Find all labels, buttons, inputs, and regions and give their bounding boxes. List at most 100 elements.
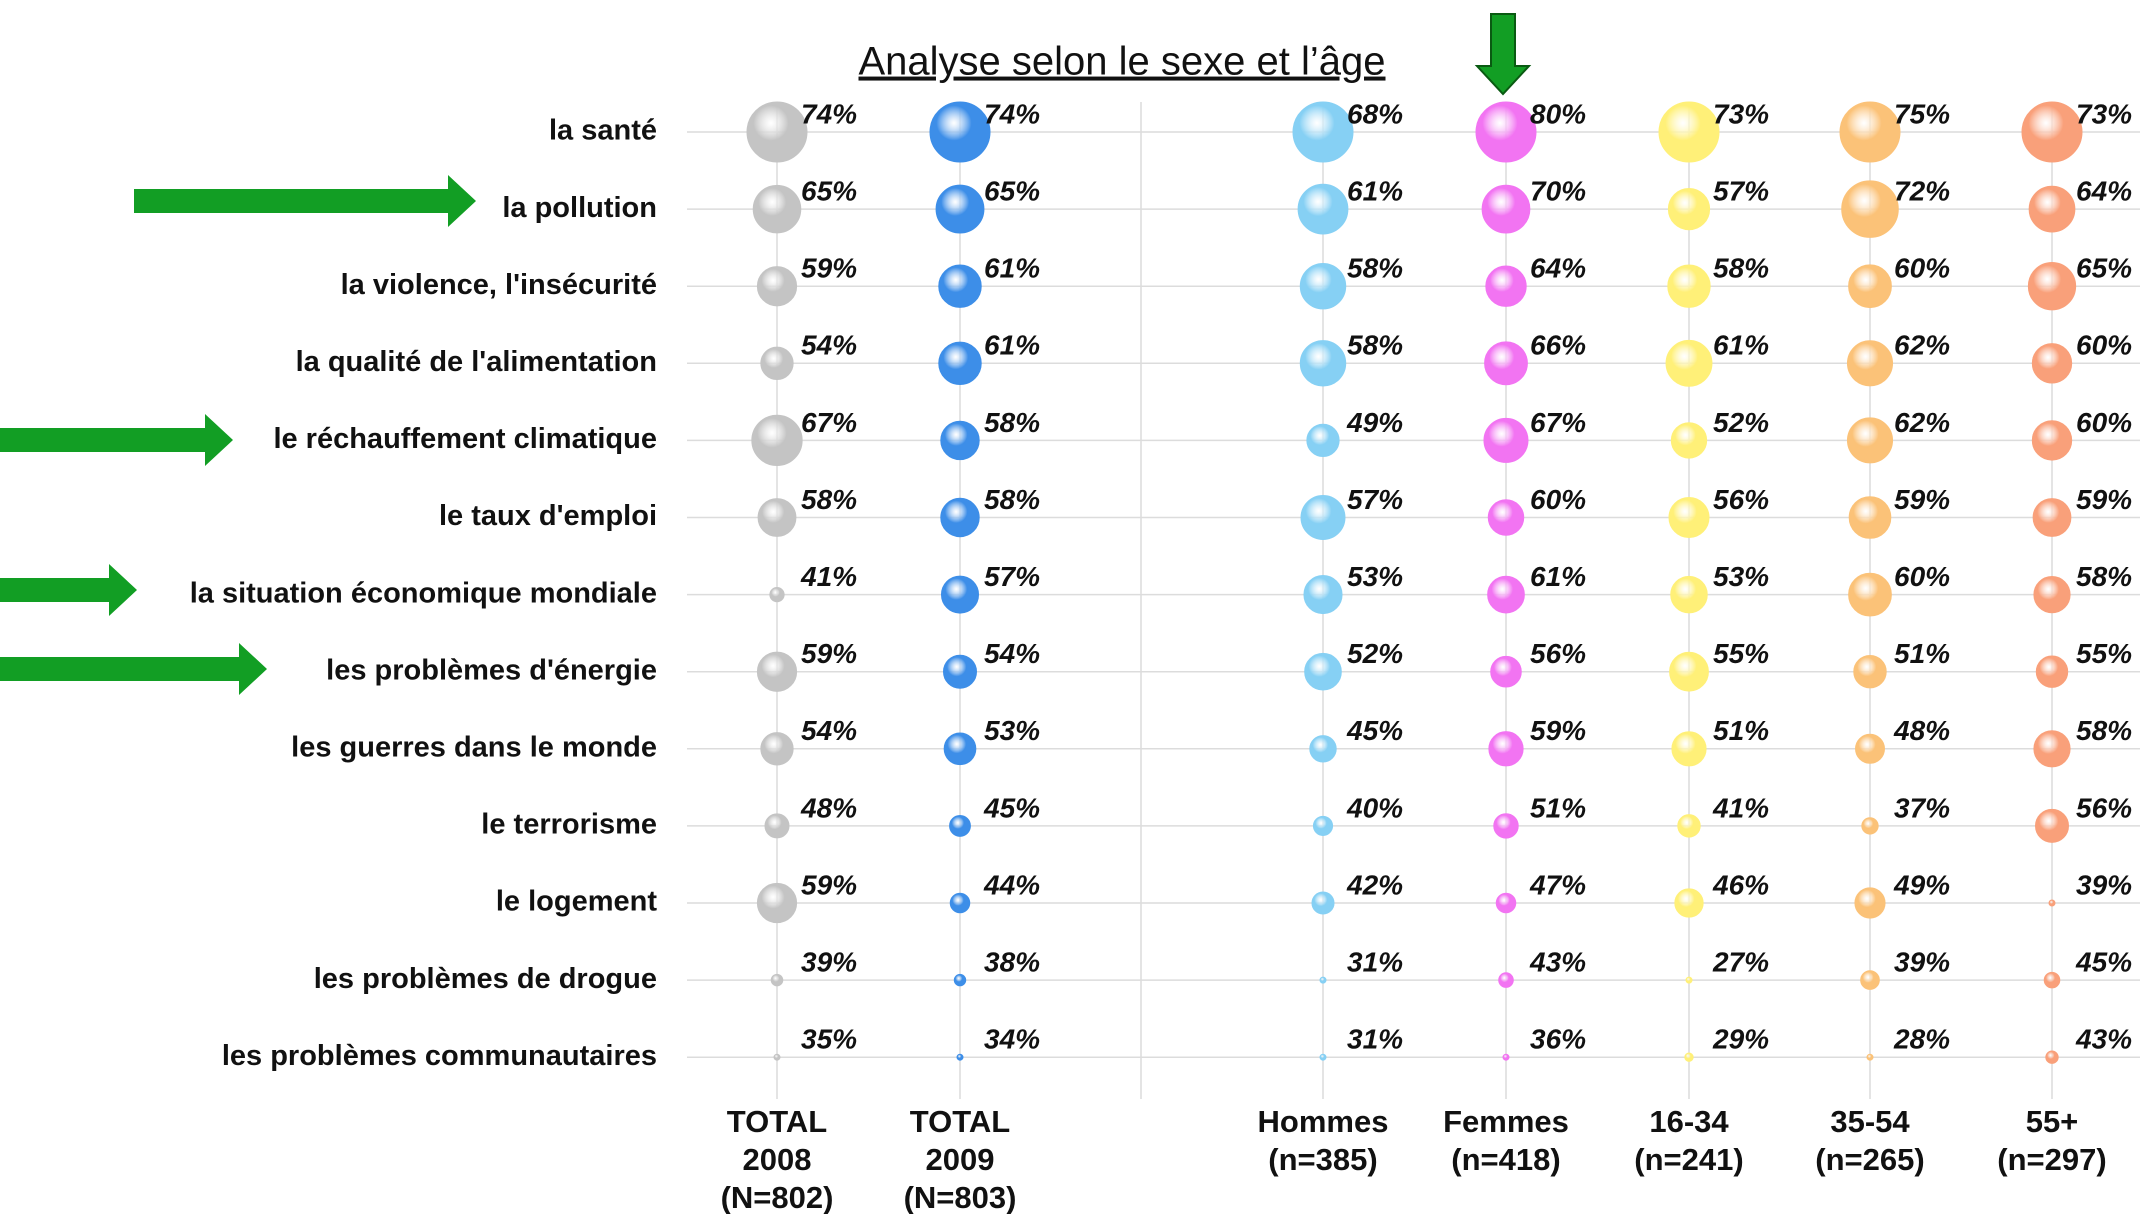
column-label: Hommes (n=385) <box>1257 1104 1389 1177</box>
data-label: 65% <box>2076 253 2132 284</box>
data-label: 39% <box>2076 869 2132 900</box>
data-label: 70% <box>1530 175 1586 206</box>
data-label: 73% <box>1713 98 1769 129</box>
bubble <box>760 346 794 380</box>
data-label: 62% <box>1894 330 1950 361</box>
bubble <box>1670 422 1708 459</box>
data-label: 52% <box>1713 407 1769 438</box>
data-label: 75% <box>1894 98 1950 129</box>
column-label: TOTAL 2009 (N=803) <box>903 1104 1017 1214</box>
bubble <box>1485 265 1527 307</box>
annotations <box>0 13 1532 695</box>
bubble <box>751 414 803 467</box>
data-label: 58% <box>1713 253 1769 284</box>
data-label: 43% <box>1529 946 1586 977</box>
data-label: 74% <box>984 98 1040 129</box>
bubble <box>1846 417 1894 464</box>
bubble <box>1495 892 1517 914</box>
bubble <box>1668 496 1710 539</box>
bubble <box>953 973 967 987</box>
row-label: les guerres dans le monde <box>291 731 657 763</box>
bubble <box>1498 972 1514 988</box>
arrow <box>1474 13 1532 96</box>
bubble <box>929 101 991 163</box>
data-label: 58% <box>1347 253 1403 284</box>
bubble <box>1848 496 1892 539</box>
data-label: 53% <box>1713 561 1769 592</box>
data-label: 59% <box>801 253 857 284</box>
bubble <box>752 184 802 234</box>
column-label: 55+ (n=297) <box>1997 1104 2107 1177</box>
data-label: 45% <box>2075 946 2132 977</box>
data-label: 57% <box>1347 484 1403 515</box>
arrow <box>134 175 476 227</box>
bubble <box>1848 264 1892 309</box>
data-label: 61% <box>1530 561 1586 592</box>
data-label: 53% <box>1347 561 1403 592</box>
bubble <box>1674 888 1704 918</box>
data-label: 60% <box>2076 407 2132 438</box>
bubble <box>2021 101 2083 163</box>
data-label: 59% <box>1530 715 1586 746</box>
bubble <box>773 1053 781 1061</box>
row-label: la qualité de l'alimentation <box>296 346 657 378</box>
bubble <box>956 1053 964 1061</box>
column-label: Femmes (n=418) <box>1443 1104 1569 1177</box>
bubble <box>2033 576 2071 614</box>
data-label: 48% <box>1893 715 1950 746</box>
row-label: la violence, l'insécurité <box>341 269 657 301</box>
bubble <box>1839 101 1901 163</box>
data-label: 61% <box>1713 330 1769 361</box>
bubble <box>2035 808 2069 843</box>
arrow <box>0 414 233 466</box>
row-label: la situation économique mondiale <box>190 577 657 609</box>
bubble <box>1312 815 1334 836</box>
data-label: 45% <box>983 792 1040 823</box>
data-label: 65% <box>801 175 857 206</box>
bubble <box>2031 420 2073 461</box>
bubble <box>770 973 784 987</box>
data-label: 44% <box>983 869 1040 900</box>
data-label: 58% <box>2076 561 2132 592</box>
bubble <box>943 654 977 689</box>
data-label: 58% <box>984 407 1040 438</box>
bubble <box>938 341 982 386</box>
bubble <box>1861 817 1879 835</box>
data-label: 51% <box>1894 638 1950 669</box>
bubble <box>2032 498 2072 537</box>
bubble <box>1667 187 1711 231</box>
bubble <box>1854 887 1886 919</box>
bubble <box>1669 651 1709 692</box>
bubble <box>756 651 798 692</box>
data-label: 34% <box>984 1024 1040 1055</box>
bubble <box>1846 340 1894 387</box>
data-label: 39% <box>1894 946 1950 977</box>
bubble <box>1484 341 1528 386</box>
data-label: 29% <box>1712 1024 1769 1055</box>
data-label: 61% <box>984 253 1040 284</box>
data-label: 41% <box>1712 792 1769 823</box>
bubble <box>757 498 797 537</box>
bubble <box>1299 262 1347 310</box>
arrow <box>0 564 137 616</box>
bubble <box>1853 654 1887 689</box>
bubble <box>1306 423 1340 458</box>
bubble <box>1490 655 1522 688</box>
data-label: 54% <box>984 638 1040 669</box>
bubble <box>1684 1052 1694 1062</box>
bubble <box>1848 572 1892 617</box>
data-label: 40% <box>1346 792 1403 823</box>
bubble <box>746 101 808 163</box>
row-label: le logement <box>496 886 657 918</box>
data-label: 59% <box>801 638 857 669</box>
data-label: 38% <box>984 946 1040 977</box>
data-label: 66% <box>1530 330 1586 361</box>
bubble <box>1685 976 1693 984</box>
bubble <box>940 497 980 538</box>
bubble <box>756 266 798 307</box>
bubble <box>1311 891 1335 915</box>
bubble <box>2043 971 2061 989</box>
bubble <box>1487 499 1525 536</box>
bubble <box>1487 575 1525 614</box>
